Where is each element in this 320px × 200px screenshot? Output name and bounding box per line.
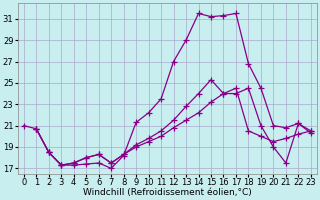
X-axis label: Windchill (Refroidissement éolien,°C): Windchill (Refroidissement éolien,°C)	[83, 188, 252, 197]
